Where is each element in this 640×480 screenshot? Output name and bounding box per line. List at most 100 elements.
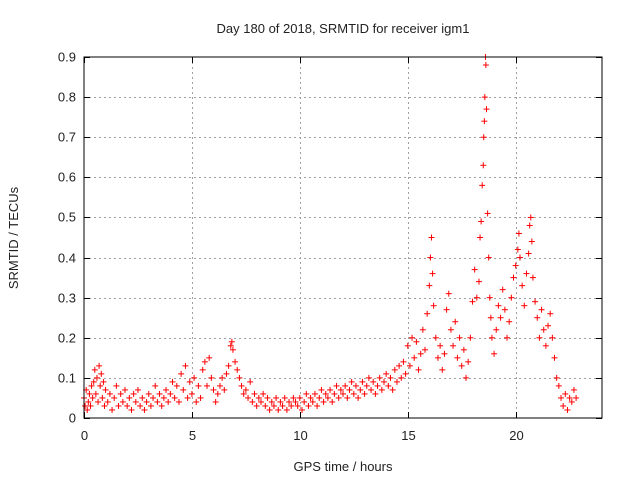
data-point <box>348 378 355 385</box>
data-point <box>357 386 364 393</box>
data-point <box>331 390 338 397</box>
data-point <box>314 402 321 409</box>
data-point <box>286 398 293 405</box>
data-point <box>92 390 99 397</box>
data-point <box>322 390 329 397</box>
data-point <box>497 314 504 321</box>
data-point <box>487 314 494 321</box>
data-point <box>260 390 267 397</box>
y-tick-label: 0.9 <box>58 50 76 65</box>
data-point <box>307 394 314 401</box>
data-point <box>186 378 193 385</box>
data-point <box>481 118 488 125</box>
data-point <box>428 234 435 241</box>
data-point <box>97 382 104 389</box>
data-point <box>102 386 109 393</box>
x-tick-label: 20 <box>509 428 523 443</box>
data-point <box>152 382 159 389</box>
data-point <box>555 382 562 389</box>
data-point <box>361 390 368 397</box>
data-point <box>475 278 482 285</box>
data-point <box>352 382 359 389</box>
data-point <box>335 394 342 401</box>
data-point <box>344 394 351 401</box>
data-point <box>534 314 541 321</box>
data-point <box>221 386 228 393</box>
x-tick-label: 10 <box>293 428 307 443</box>
data-point <box>96 362 103 369</box>
data-point <box>562 390 569 397</box>
data-point <box>195 382 202 389</box>
data-point <box>514 246 521 253</box>
data-point <box>303 390 310 397</box>
data-point <box>86 390 93 397</box>
data-point <box>268 398 275 405</box>
data-point <box>525 250 532 257</box>
data-point <box>370 378 377 385</box>
data-point <box>101 402 108 409</box>
data-point <box>510 274 517 281</box>
chart-title: Day 180 of 2018, SRMTID for receiver igm… <box>217 21 470 36</box>
data-point <box>180 386 187 393</box>
data-point <box>521 302 528 309</box>
data-point <box>257 398 264 405</box>
data-point <box>84 406 91 413</box>
grid <box>84 57 602 418</box>
data-point <box>124 402 131 409</box>
data-point <box>216 382 223 389</box>
data-point <box>526 222 533 229</box>
data-point <box>557 394 564 401</box>
data-point <box>467 334 474 341</box>
data-point <box>163 386 170 393</box>
data-point <box>245 394 252 401</box>
y-tick-label: 0.5 <box>58 210 76 225</box>
data-point <box>311 390 318 397</box>
data-point <box>508 294 515 301</box>
data-point <box>320 398 327 405</box>
data-point <box>499 286 506 293</box>
data-point <box>532 298 539 305</box>
data-point <box>281 394 288 401</box>
data-point <box>225 362 232 369</box>
data-point <box>374 382 381 389</box>
data-point <box>564 406 571 413</box>
y-tick-label: 0.6 <box>58 170 76 185</box>
data-point <box>454 354 461 361</box>
data-point <box>158 402 165 409</box>
data-point <box>173 382 180 389</box>
data-point <box>516 254 523 261</box>
data-point <box>573 394 580 401</box>
data-point <box>482 62 489 69</box>
data-point <box>290 394 297 401</box>
data-point <box>483 106 490 113</box>
y-tick-label: 0.7 <box>58 130 76 145</box>
data-point <box>316 394 323 401</box>
data-point <box>247 378 254 385</box>
data-point <box>210 386 217 393</box>
data-point <box>85 398 92 405</box>
data-point <box>90 378 97 385</box>
data-point <box>432 334 439 341</box>
data-point <box>154 398 161 405</box>
data-point <box>365 374 372 381</box>
data-point <box>283 406 290 413</box>
data-point <box>165 398 172 405</box>
data-point <box>473 294 480 301</box>
data-point <box>171 394 178 401</box>
y-tick-label: 0.4 <box>58 251 76 266</box>
data-point <box>481 94 488 101</box>
data-point <box>495 302 502 309</box>
data-point <box>204 382 211 389</box>
data-point <box>501 306 508 313</box>
data-point <box>479 182 486 189</box>
y-tick-label: 0.1 <box>58 371 76 386</box>
data-point <box>115 402 122 409</box>
y-tick-label: 0.2 <box>58 331 76 346</box>
data-point <box>406 362 413 369</box>
data-point <box>141 406 148 413</box>
data-point <box>393 378 400 385</box>
data-point <box>415 366 422 373</box>
data-point <box>126 394 133 401</box>
data-point <box>98 370 105 377</box>
data-point <box>208 374 215 381</box>
